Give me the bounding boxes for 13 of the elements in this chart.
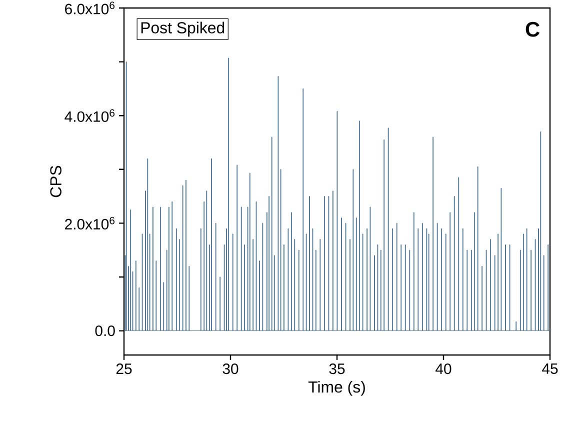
x-tick-label: 45 (542, 364, 558, 374)
y-tick-label: 0.0 (95, 325, 115, 336)
x-tick-label: 25 (116, 364, 132, 374)
y-axis-title: CPS (50, 166, 62, 198)
y-tick-label: 2.0x10$^{6}$ (65, 216, 115, 230)
x-tick-label: 40 (436, 364, 452, 374)
x-tick-label: 35 (329, 364, 345, 374)
y-tick-label: 4.0x10$^{6}$ (64, 109, 115, 122)
annotation: Post Spiked (141, 22, 224, 37)
y-tick-label: 6.0x10$^{6}$ (65, 2, 115, 14)
x-tick-label: 30 (222, 364, 238, 374)
x-axis-title: Time (s) (308, 380, 365, 396)
annotation: C (526, 22, 540, 37)
